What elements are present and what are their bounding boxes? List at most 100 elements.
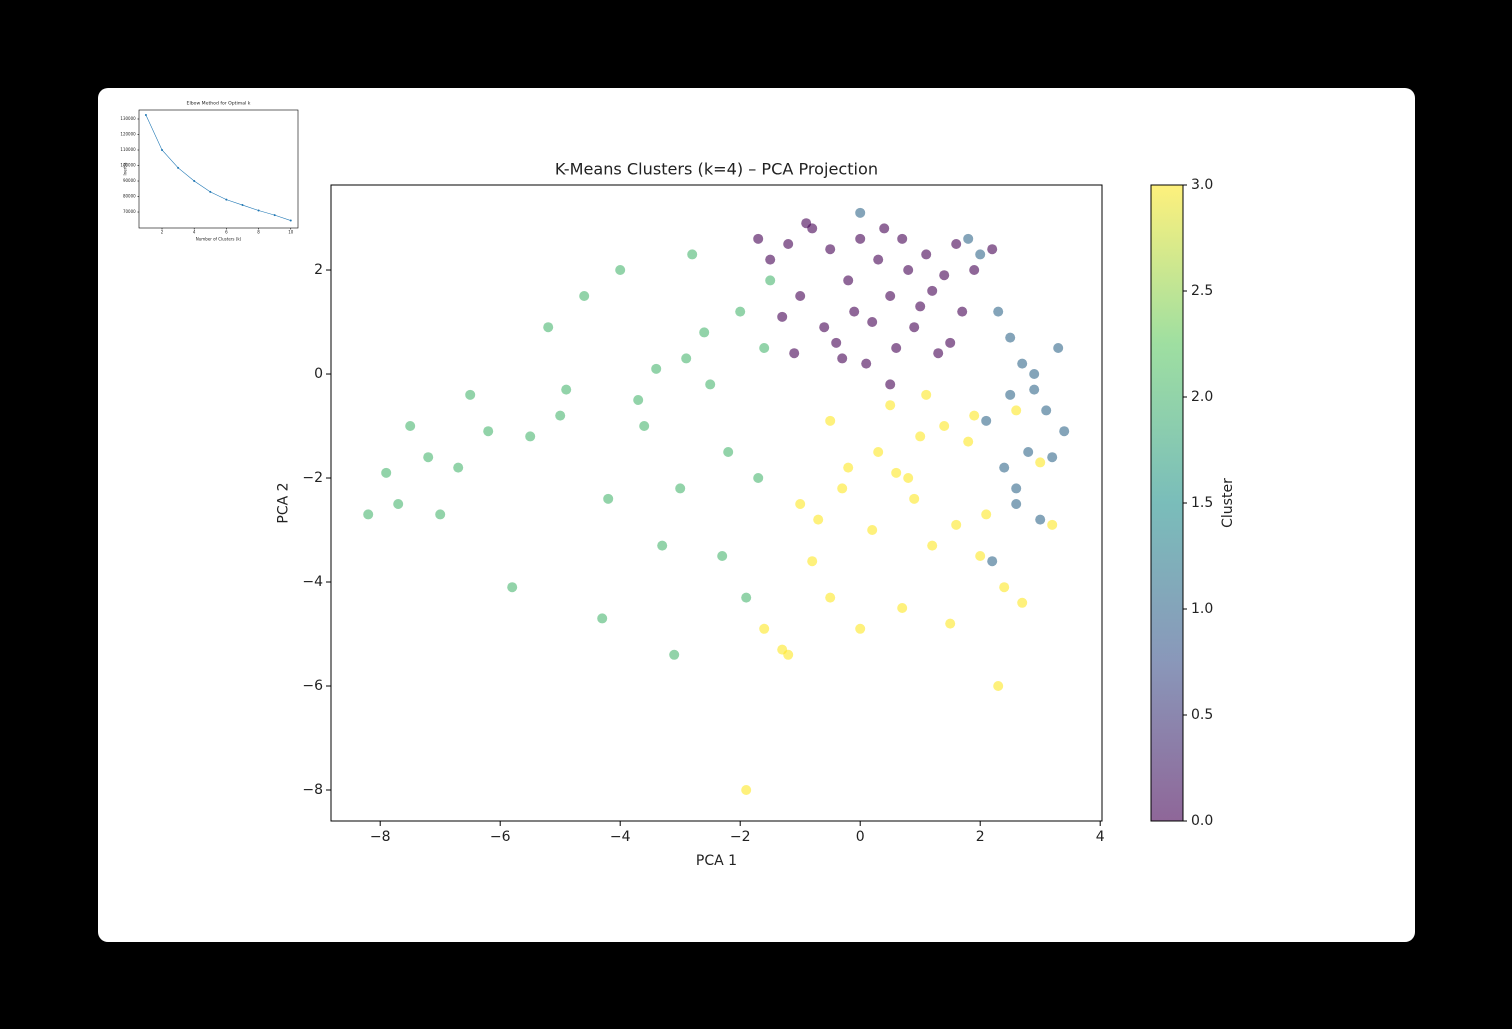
colorbar-tick-label: 0.0 bbox=[1191, 813, 1213, 829]
axes-frame bbox=[330, 184, 1103, 822]
colorbar-tick-label: 1.0 bbox=[1191, 601, 1213, 617]
colorbar-label: Cluster bbox=[1220, 478, 1236, 528]
axes-frame bbox=[138, 109, 299, 229]
point bbox=[753, 233, 764, 244]
point bbox=[423, 452, 434, 463]
point bbox=[897, 603, 908, 614]
y-axis-label: Inertia bbox=[122, 162, 127, 176]
x-tick-label: −4 bbox=[610, 829, 631, 845]
point bbox=[849, 306, 860, 317]
point bbox=[921, 249, 932, 260]
x-tick-label: 0 bbox=[856, 829, 865, 845]
marker bbox=[209, 190, 212, 193]
point bbox=[933, 348, 944, 359]
point bbox=[507, 582, 518, 593]
point bbox=[825, 592, 836, 603]
y-tick-label: 80000 bbox=[123, 194, 136, 199]
point bbox=[795, 499, 806, 510]
point bbox=[963, 436, 974, 447]
y-tick-label: 90000 bbox=[123, 178, 136, 183]
point bbox=[825, 415, 836, 426]
point bbox=[723, 447, 734, 458]
point bbox=[843, 462, 854, 473]
x-tick-label: −6 bbox=[490, 829, 511, 845]
point bbox=[597, 613, 608, 624]
point bbox=[963, 233, 974, 244]
point bbox=[825, 244, 836, 255]
point bbox=[783, 239, 794, 250]
point bbox=[1053, 343, 1064, 354]
colorbar bbox=[1150, 184, 1184, 822]
point bbox=[981, 415, 992, 426]
chart-title: K-Means Clusters (k=4) – PCA Projection bbox=[555, 160, 878, 179]
chart-title: Elbow Method for Optimal k bbox=[187, 101, 251, 107]
point bbox=[927, 285, 938, 296]
point bbox=[981, 509, 992, 520]
point bbox=[951, 519, 962, 530]
point bbox=[1005, 389, 1016, 400]
point bbox=[1035, 514, 1046, 525]
point bbox=[789, 348, 800, 359]
point bbox=[951, 239, 962, 250]
x-axis-label: PCA 1 bbox=[696, 853, 737, 869]
x-tick-label: 4 bbox=[193, 230, 196, 235]
point bbox=[705, 379, 716, 390]
point bbox=[837, 353, 848, 364]
colorbar-tick-label: 2.0 bbox=[1191, 389, 1213, 405]
point bbox=[393, 499, 404, 510]
colorbar-tick-label: 3.0 bbox=[1191, 177, 1213, 193]
point bbox=[855, 233, 866, 244]
point bbox=[1011, 483, 1022, 494]
point bbox=[753, 473, 764, 484]
y-tick-label: 2 bbox=[314, 262, 323, 278]
point bbox=[813, 514, 824, 525]
point bbox=[891, 343, 902, 354]
y-axis-label: PCA 2 bbox=[275, 482, 291, 523]
point bbox=[555, 410, 566, 421]
y-tick-label: 100000 bbox=[120, 163, 136, 168]
point bbox=[843, 275, 854, 286]
point bbox=[1047, 452, 1058, 463]
point bbox=[759, 343, 770, 354]
point bbox=[993, 306, 1004, 317]
y-tick-label: 70000 bbox=[123, 209, 136, 214]
point bbox=[891, 467, 902, 478]
point bbox=[909, 322, 920, 333]
point bbox=[483, 426, 494, 437]
point bbox=[1035, 457, 1046, 468]
point bbox=[903, 473, 914, 484]
line bbox=[145, 114, 291, 221]
point bbox=[837, 483, 848, 494]
point bbox=[633, 395, 644, 406]
point bbox=[543, 322, 554, 333]
x-axis-label: Number of Clusters (k) bbox=[196, 237, 242, 242]
point bbox=[975, 249, 986, 260]
point bbox=[1017, 358, 1028, 369]
point bbox=[897, 233, 908, 244]
point bbox=[867, 525, 878, 536]
point bbox=[795, 291, 806, 302]
point bbox=[915, 431, 926, 442]
y-tick-label: −8 bbox=[302, 782, 323, 798]
point bbox=[579, 291, 590, 302]
point bbox=[1011, 405, 1022, 416]
point bbox=[969, 265, 980, 276]
point bbox=[741, 785, 752, 796]
point bbox=[969, 410, 980, 421]
marker bbox=[161, 149, 164, 152]
point bbox=[1011, 499, 1022, 510]
point bbox=[699, 327, 710, 338]
point bbox=[885, 400, 896, 411]
point bbox=[915, 301, 926, 312]
point bbox=[885, 291, 896, 302]
point bbox=[807, 556, 818, 567]
point bbox=[687, 249, 698, 260]
point bbox=[861, 358, 872, 369]
point bbox=[1059, 426, 1070, 437]
point bbox=[615, 265, 626, 276]
point bbox=[657, 540, 668, 551]
point bbox=[1023, 447, 1034, 458]
point bbox=[639, 421, 650, 432]
